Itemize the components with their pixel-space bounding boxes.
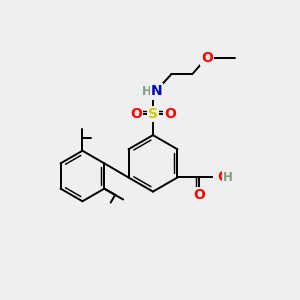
Text: S: S bbox=[148, 107, 158, 121]
Text: O: O bbox=[201, 51, 213, 65]
Text: O: O bbox=[193, 188, 205, 202]
Text: H: H bbox=[142, 85, 152, 98]
Text: N: N bbox=[151, 84, 162, 98]
Text: O: O bbox=[130, 107, 142, 121]
Text: O: O bbox=[218, 170, 230, 184]
Text: O: O bbox=[164, 107, 176, 121]
Text: H: H bbox=[223, 171, 233, 184]
